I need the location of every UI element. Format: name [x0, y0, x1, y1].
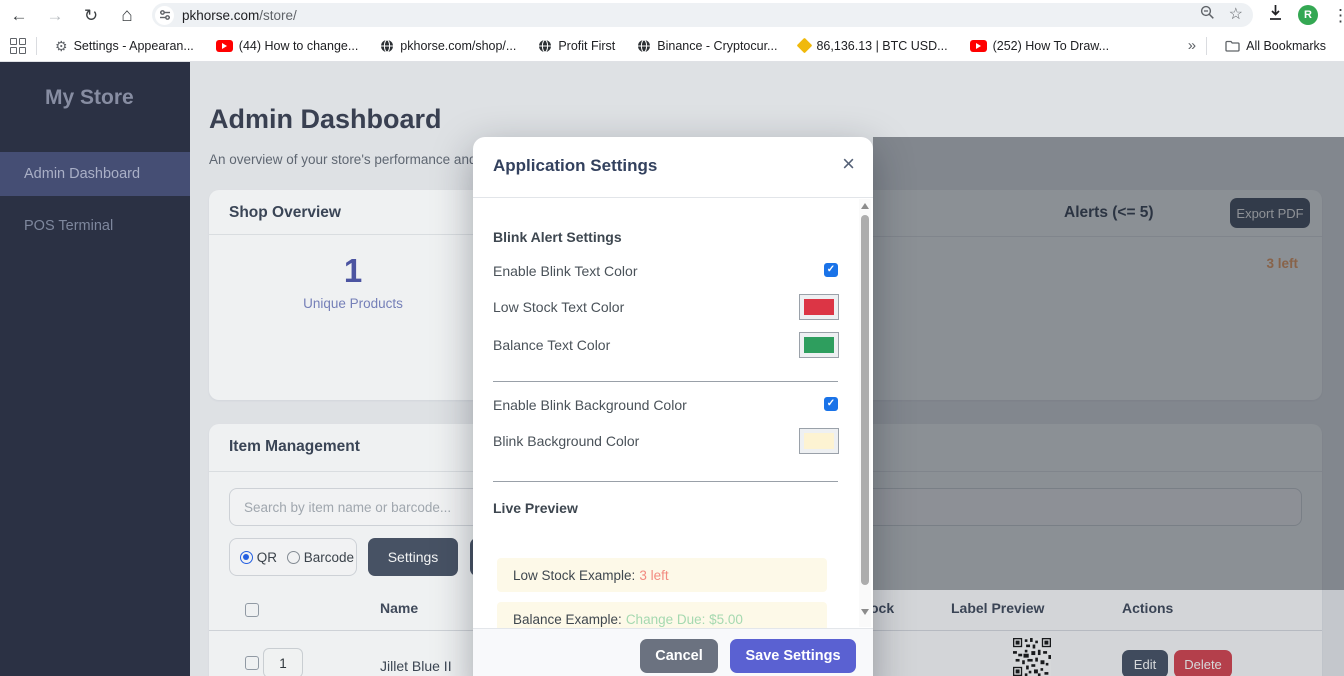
- globe-icon: [539, 39, 552, 52]
- youtube-icon: [215, 39, 233, 52]
- blink-bg-color-label: Blink Background Color: [493, 433, 640, 449]
- scrollbar-down-icon[interactable]: [861, 609, 869, 615]
- low-stock-color-picker[interactable]: [799, 294, 839, 320]
- modal-title: Application Settings: [493, 156, 658, 175]
- bookmark-settings[interactable]: ⚙ Settings - Appearan...: [55, 37, 194, 54]
- store-name: My Store: [45, 86, 134, 109]
- bookmarks-overflow-chevron[interactable]: »: [1187, 37, 1197, 54]
- url-path: /store/: [259, 7, 297, 23]
- bookmarks-bar: ⚙ Settings - Appearan... (44) How to chan…: [0, 30, 1344, 62]
- sidebar: My Store Admin Dashboard POS Terminal: [0, 62, 190, 676]
- radio-barcode-icon: [287, 550, 301, 564]
- divider: [36, 36, 37, 55]
- binance-icon: [797, 37, 813, 54]
- menu-dots-icon[interactable]: ⋮: [1332, 5, 1344, 25]
- globe-icon: [638, 39, 651, 52]
- stat-label: Unique Products: [303, 296, 403, 311]
- export-pdf-button[interactable]: Export PDF: [1230, 198, 1310, 228]
- profile-avatar[interactable]: R: [1298, 5, 1318, 25]
- low-stock-preview-value: 3 left: [639, 567, 669, 583]
- stat-unique-products: 1 Unique Products: [233, 252, 473, 311]
- divider: [1206, 36, 1208, 55]
- balance-color-picker[interactable]: [799, 332, 839, 358]
- browser-toolbar: ← → ↻ ⌂ pkhorse.com/store/ ☆ R ⋮: [0, 0, 1344, 30]
- reload-icon[interactable]: ↻: [83, 5, 99, 25]
- column-header-name: Name: [380, 600, 419, 616]
- gear-icon: ⚙: [55, 37, 68, 54]
- blink-alert-settings-heading: Blink Alert Settings: [493, 229, 622, 245]
- globe-icon: [381, 39, 394, 52]
- bookmark-btc-price[interactable]: 86,136.13 | BTC USD...: [791, 36, 955, 56]
- radio-barcode[interactable]: Barcode: [287, 550, 354, 565]
- sidebar-item-pos-terminal[interactable]: POS Terminal: [24, 218, 114, 234]
- row-checkbox[interactable]: [245, 656, 259, 670]
- alerts-card: Alerts (<= 5) Export PDF 3 left: [788, 190, 1322, 400]
- alerts-row-badge: 3 left: [1266, 256, 1298, 271]
- application-settings-modal: Application Settings × Blink Alert Setti…: [473, 137, 873, 676]
- balance-preview-value: Change Due: $5.00: [625, 611, 743, 627]
- close-icon[interactable]: ×: [842, 151, 855, 176]
- downloads-icon[interactable]: [1267, 4, 1284, 26]
- modal-scrollbar-thumb[interactable]: [861, 215, 869, 585]
- bookmark-youtube-2[interactable]: (252) How To Draw...: [962, 36, 1117, 56]
- balance-text-color-label: Balance Text Color: [493, 337, 611, 353]
- url-host: pkhorse.com: [182, 7, 260, 23]
- folder-icon: [1225, 40, 1240, 52]
- low-stock-preview: Low Stock Example: 3 left: [497, 558, 827, 592]
- select-all-checkbox[interactable]: [245, 603, 259, 617]
- alerts-title: Alerts (<= 5): [1064, 204, 1154, 221]
- cancel-button[interactable]: Cancel: [640, 639, 718, 673]
- site-info-icon[interactable]: [155, 5, 174, 25]
- stat-value: 1: [343, 252, 363, 289]
- live-preview-heading: Live Preview: [493, 500, 578, 516]
- enable-blink-bg-checkbox[interactable]: ✓: [824, 397, 838, 411]
- label-type-radio-group: QR Barcode: [229, 538, 357, 576]
- bookmark-youtube-1[interactable]: (44) How to change...: [208, 36, 367, 56]
- enable-blink-text-checkbox[interactable]: ✓: [824, 263, 838, 277]
- save-settings-button[interactable]: Save Settings: [730, 639, 856, 673]
- delete-button[interactable]: Delete: [1174, 650, 1232, 676]
- qr-code-image: [1013, 638, 1051, 676]
- url-text[interactable]: pkhorse.com/store/: [182, 8, 1192, 23]
- shop-overview-title: Shop Overview: [229, 204, 341, 221]
- item-management-title: Item Management: [229, 438, 360, 455]
- enable-blink-bg-label: Enable Blink Background Color: [493, 397, 687, 413]
- modal-footer: Cancel Save Settings: [473, 628, 873, 676]
- column-header-actions: Actions: [1122, 600, 1174, 616]
- forward-icon[interactable]: →: [46, 5, 64, 25]
- bookmark-profit-first[interactable]: Profit First: [530, 36, 623, 56]
- all-bookmarks[interactable]: All Bookmarks: [1217, 36, 1334, 56]
- bookmark-pkhorse[interactable]: pkhorse.com/shop/...: [372, 36, 524, 56]
- blink-bg-color-picker[interactable]: [799, 428, 839, 454]
- zoom-icon[interactable]: [1200, 5, 1215, 25]
- youtube-icon: [969, 39, 987, 52]
- bookmark-star-icon[interactable]: ☆: [1228, 6, 1243, 23]
- edit-button[interactable]: Edit: [1122, 650, 1168, 676]
- apps-grid-icon[interactable]: [10, 37, 26, 54]
- radio-qr-icon: [240, 550, 253, 564]
- radio-qr[interactable]: QR: [240, 550, 277, 565]
- scrollbar-up-icon[interactable]: [861, 203, 869, 209]
- enable-blink-text-label: Enable Blink Text Color: [493, 263, 638, 279]
- home-icon[interactable]: ⌂: [121, 4, 133, 26]
- row-item-name: Jillet Blue II: [380, 658, 452, 674]
- bookmark-binance[interactable]: Binance - Cryptocur...: [629, 36, 785, 56]
- low-stock-text-color-label: Low Stock Text Color: [493, 299, 625, 315]
- column-header-label-preview: Label Preview: [951, 600, 1045, 616]
- settings-button[interactable]: Settings: [368, 538, 458, 576]
- back-icon[interactable]: ←: [10, 5, 28, 25]
- page-subtitle: An overview of your store's performance …: [209, 152, 484, 167]
- page-title: Admin Dashboard: [209, 104, 442, 134]
- sidebar-item-admin-dashboard[interactable]: Admin Dashboard: [0, 152, 190, 196]
- qty-input[interactable]: [263, 648, 303, 676]
- address-bar[interactable]: pkhorse.com/store/ ☆: [152, 3, 1253, 27]
